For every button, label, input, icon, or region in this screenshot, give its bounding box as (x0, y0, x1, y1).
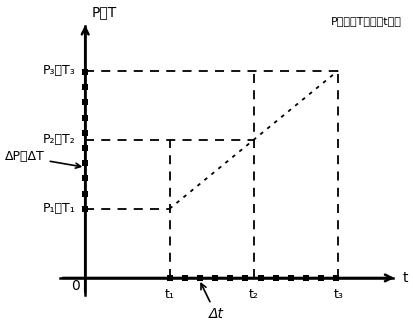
Text: t₃: t₃ (332, 288, 342, 301)
Text: ΔP、ΔT: ΔP、ΔT (5, 151, 81, 168)
Text: t₂: t₂ (248, 288, 258, 301)
Text: P₃、T₃: P₃、T₃ (42, 64, 75, 77)
Text: 0: 0 (71, 279, 79, 293)
Text: t₁: t₁ (164, 288, 174, 301)
Text: P压力，T温度，t时间: P压力，T温度，t时间 (330, 16, 401, 26)
Text: t: t (402, 271, 408, 285)
Text: P₂、T₂: P₂、T₂ (42, 133, 75, 146)
Text: P、T: P、T (92, 5, 117, 19)
Text: P₁、T₁: P₁、T₁ (42, 202, 75, 215)
Text: Δt: Δt (200, 284, 223, 321)
